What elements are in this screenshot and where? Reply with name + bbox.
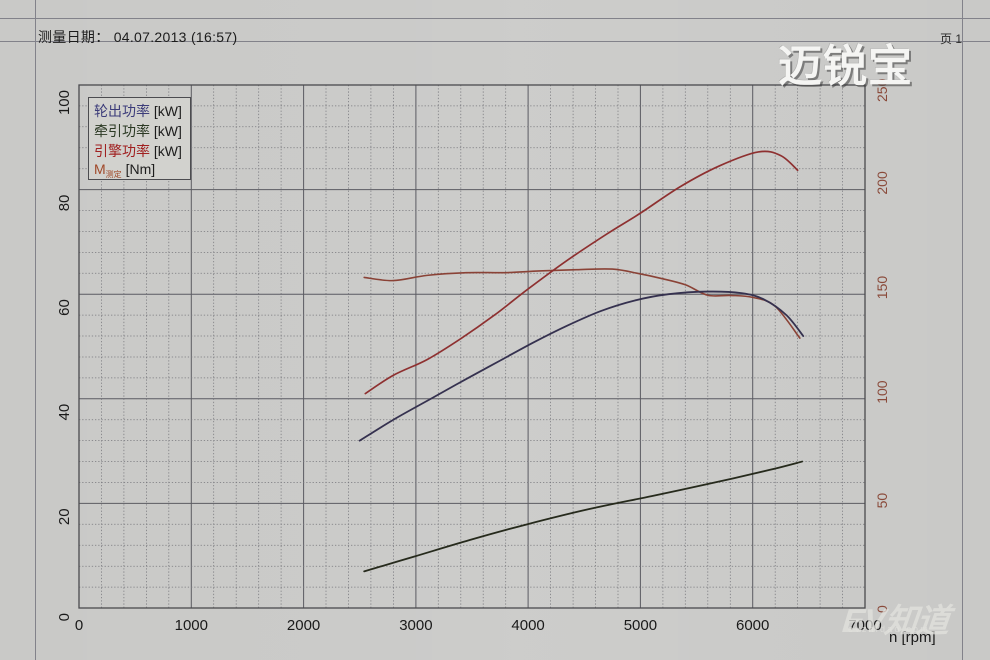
svg-text:1000: 1000 (175, 617, 208, 634)
svg-text:100: 100 (874, 380, 890, 404)
svg-text:100: 100 (56, 90, 73, 115)
svg-text:60: 60 (56, 299, 73, 316)
svg-text:80: 80 (56, 195, 73, 212)
svg-text:5000: 5000 (624, 617, 657, 634)
svg-text:2000: 2000 (287, 617, 320, 634)
svg-text:150: 150 (874, 276, 890, 300)
svg-text:3000: 3000 (399, 617, 432, 634)
svg-text:50: 50 (874, 493, 890, 509)
svg-text:40: 40 (56, 404, 73, 421)
svg-text:0: 0 (56, 613, 73, 621)
svg-text:6000: 6000 (736, 617, 769, 634)
svg-text:200: 200 (874, 171, 890, 195)
svg-text:20: 20 (56, 508, 73, 525)
svg-text:4000: 4000 (511, 617, 544, 634)
svg-text:0: 0 (75, 617, 83, 634)
